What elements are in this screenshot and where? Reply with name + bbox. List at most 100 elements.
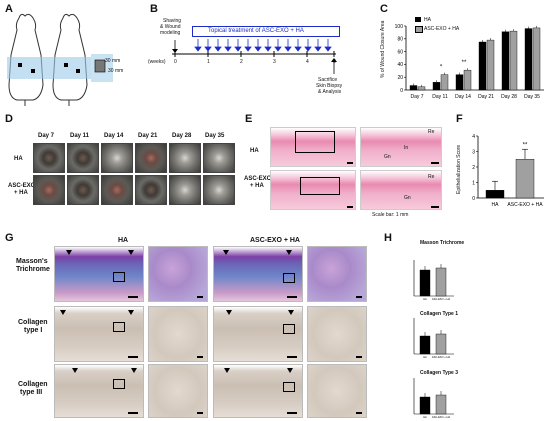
wound-closure-chart: Day 7 Day 11 Day 14 Day 21 Day 28 Day 35*** 0… bbox=[395, 24, 544, 100]
g-col-ha: HA bbox=[118, 237, 129, 244]
scale-bar bbox=[356, 296, 362, 298]
g-row-type3: type III bbox=[20, 389, 43, 396]
bar-ha bbox=[478, 41, 487, 91]
he-section bbox=[270, 127, 356, 167]
zoom-box bbox=[283, 382, 295, 392]
d-day-14: Day 14 bbox=[104, 133, 124, 139]
bar-exo bbox=[463, 69, 472, 91]
d-day-11: Day 11 bbox=[70, 133, 90, 139]
epithelialization-chart: 0 1 2 3 4 HA ASC-EXO + HA ** bbox=[472, 134, 544, 208]
bar-exo bbox=[486, 39, 495, 91]
panel-label-a: A bbox=[5, 3, 13, 15]
bar-ha bbox=[409, 85, 418, 91]
y-tick-label: 2 bbox=[472, 165, 475, 171]
d-day-7: Day 7 bbox=[38, 133, 55, 139]
bar-ha bbox=[501, 31, 510, 91]
bar-ha bbox=[432, 82, 441, 91]
bar bbox=[419, 396, 431, 415]
bar bbox=[485, 190, 505, 199]
scale-bar bbox=[287, 412, 297, 414]
biopsy-label: Skin Biopsy bbox=[316, 83, 343, 89]
x-tick-label: HA bbox=[423, 297, 427, 301]
wound-label: & Wound bbox=[160, 24, 181, 30]
he-zoom bbox=[360, 170, 442, 210]
wound-photo bbox=[135, 143, 167, 173]
panel-label-d: D bbox=[5, 113, 13, 125]
wound-margin-marker bbox=[226, 310, 232, 315]
wound-margin-marker bbox=[287, 368, 293, 373]
treatment-label: Topical treatment of ASC-EXO + HA bbox=[208, 28, 304, 34]
d-row-exo-ha: + HA bbox=[14, 190, 28, 196]
e-row-exo: ASC-EXO bbox=[244, 176, 272, 182]
wound-margin-marker bbox=[128, 310, 134, 315]
panel-label-e: E bbox=[245, 113, 253, 125]
histology-zoom bbox=[307, 246, 367, 302]
d-day-21: Day 21 bbox=[138, 133, 158, 139]
tick-1: 1 bbox=[207, 59, 210, 65]
x-tick-label: Day 35 bbox=[524, 94, 540, 100]
x-tick-label: Day 28 bbox=[501, 94, 517, 100]
legend-exo: ASC-EXO + HA bbox=[424, 26, 460, 32]
analysis-label: & Analysis bbox=[318, 89, 342, 95]
scale-bar bbox=[431, 206, 439, 208]
x-tick-label: ASC-EXO + HA bbox=[432, 297, 451, 301]
panel-label-c: C bbox=[380, 3, 388, 15]
zoom-box bbox=[300, 177, 340, 195]
label-gn-2: Gn bbox=[404, 195, 411, 201]
bar bbox=[419, 335, 431, 355]
scale-bar bbox=[128, 356, 138, 358]
scale-caption: Scale bar: 1 mm bbox=[372, 212, 409, 218]
timeline-diagram bbox=[172, 39, 337, 74]
bar bbox=[419, 269, 431, 297]
y-tick-label: 1 bbox=[472, 181, 475, 187]
d-day-35: Day 35 bbox=[205, 133, 225, 139]
histology-zoom bbox=[307, 364, 367, 418]
y-tick-label: 20 bbox=[397, 75, 403, 81]
wound-photo bbox=[101, 175, 133, 205]
he-zoom bbox=[360, 127, 442, 167]
scale-bar bbox=[128, 412, 138, 414]
wound-photo bbox=[67, 175, 99, 205]
panel-label-f: F bbox=[456, 113, 463, 125]
scale-bar bbox=[356, 412, 362, 414]
f-ylabel: Epithelialization Score bbox=[456, 144, 462, 194]
zoom-box bbox=[283, 324, 295, 334]
panel-label-h: H bbox=[384, 232, 392, 244]
wound-margin-marker bbox=[288, 310, 294, 315]
bar-ha bbox=[524, 28, 533, 91]
significance-mark: * bbox=[440, 65, 443, 71]
significance-mark: ** bbox=[523, 142, 528, 148]
tick-4: 4 bbox=[306, 59, 309, 65]
bar-exo bbox=[532, 27, 541, 91]
y-tick-label: 40 bbox=[397, 62, 403, 68]
histology-zoom bbox=[307, 306, 367, 362]
panel-label-b: B bbox=[150, 3, 158, 15]
scale-bar bbox=[197, 296, 203, 298]
zoom-box bbox=[113, 379, 125, 389]
scale-bar bbox=[287, 296, 297, 298]
bar-ha bbox=[455, 74, 464, 91]
zoom-box bbox=[283, 273, 295, 283]
mouse-schematic bbox=[7, 13, 113, 106]
wound-margin-marker bbox=[72, 368, 78, 373]
histology-section bbox=[213, 306, 303, 362]
h-title-masson: Masson Trichrome bbox=[420, 240, 465, 246]
wound-photo bbox=[169, 143, 201, 173]
small-bar-charts: HA ASC-EXO + HA HA ASC-EXO + HA HA ASC-EXO + … bbox=[413, 260, 454, 419]
dim-label-2: 30 mm bbox=[108, 68, 124, 74]
wound-photo bbox=[203, 143, 235, 173]
bar-exo bbox=[440, 74, 449, 91]
y-tick-label: 100 bbox=[395, 24, 404, 30]
label-gn: Gn bbox=[384, 154, 391, 160]
x-tick-label: ASC-EXO + HA bbox=[432, 415, 451, 419]
y-tick-label: 60 bbox=[397, 49, 403, 55]
e-row-exo-ha: + HA bbox=[250, 183, 264, 189]
sacrifice-label: Sacrifice bbox=[318, 77, 338, 83]
y-tick-label: 4 bbox=[472, 134, 475, 140]
dim-label-1: 30 mm bbox=[105, 58, 121, 64]
wound-photo bbox=[33, 175, 65, 205]
zoom-box bbox=[295, 131, 335, 153]
d-day-28: Day 28 bbox=[172, 133, 192, 139]
treatment-box bbox=[192, 26, 340, 37]
scale-bar bbox=[431, 162, 439, 164]
